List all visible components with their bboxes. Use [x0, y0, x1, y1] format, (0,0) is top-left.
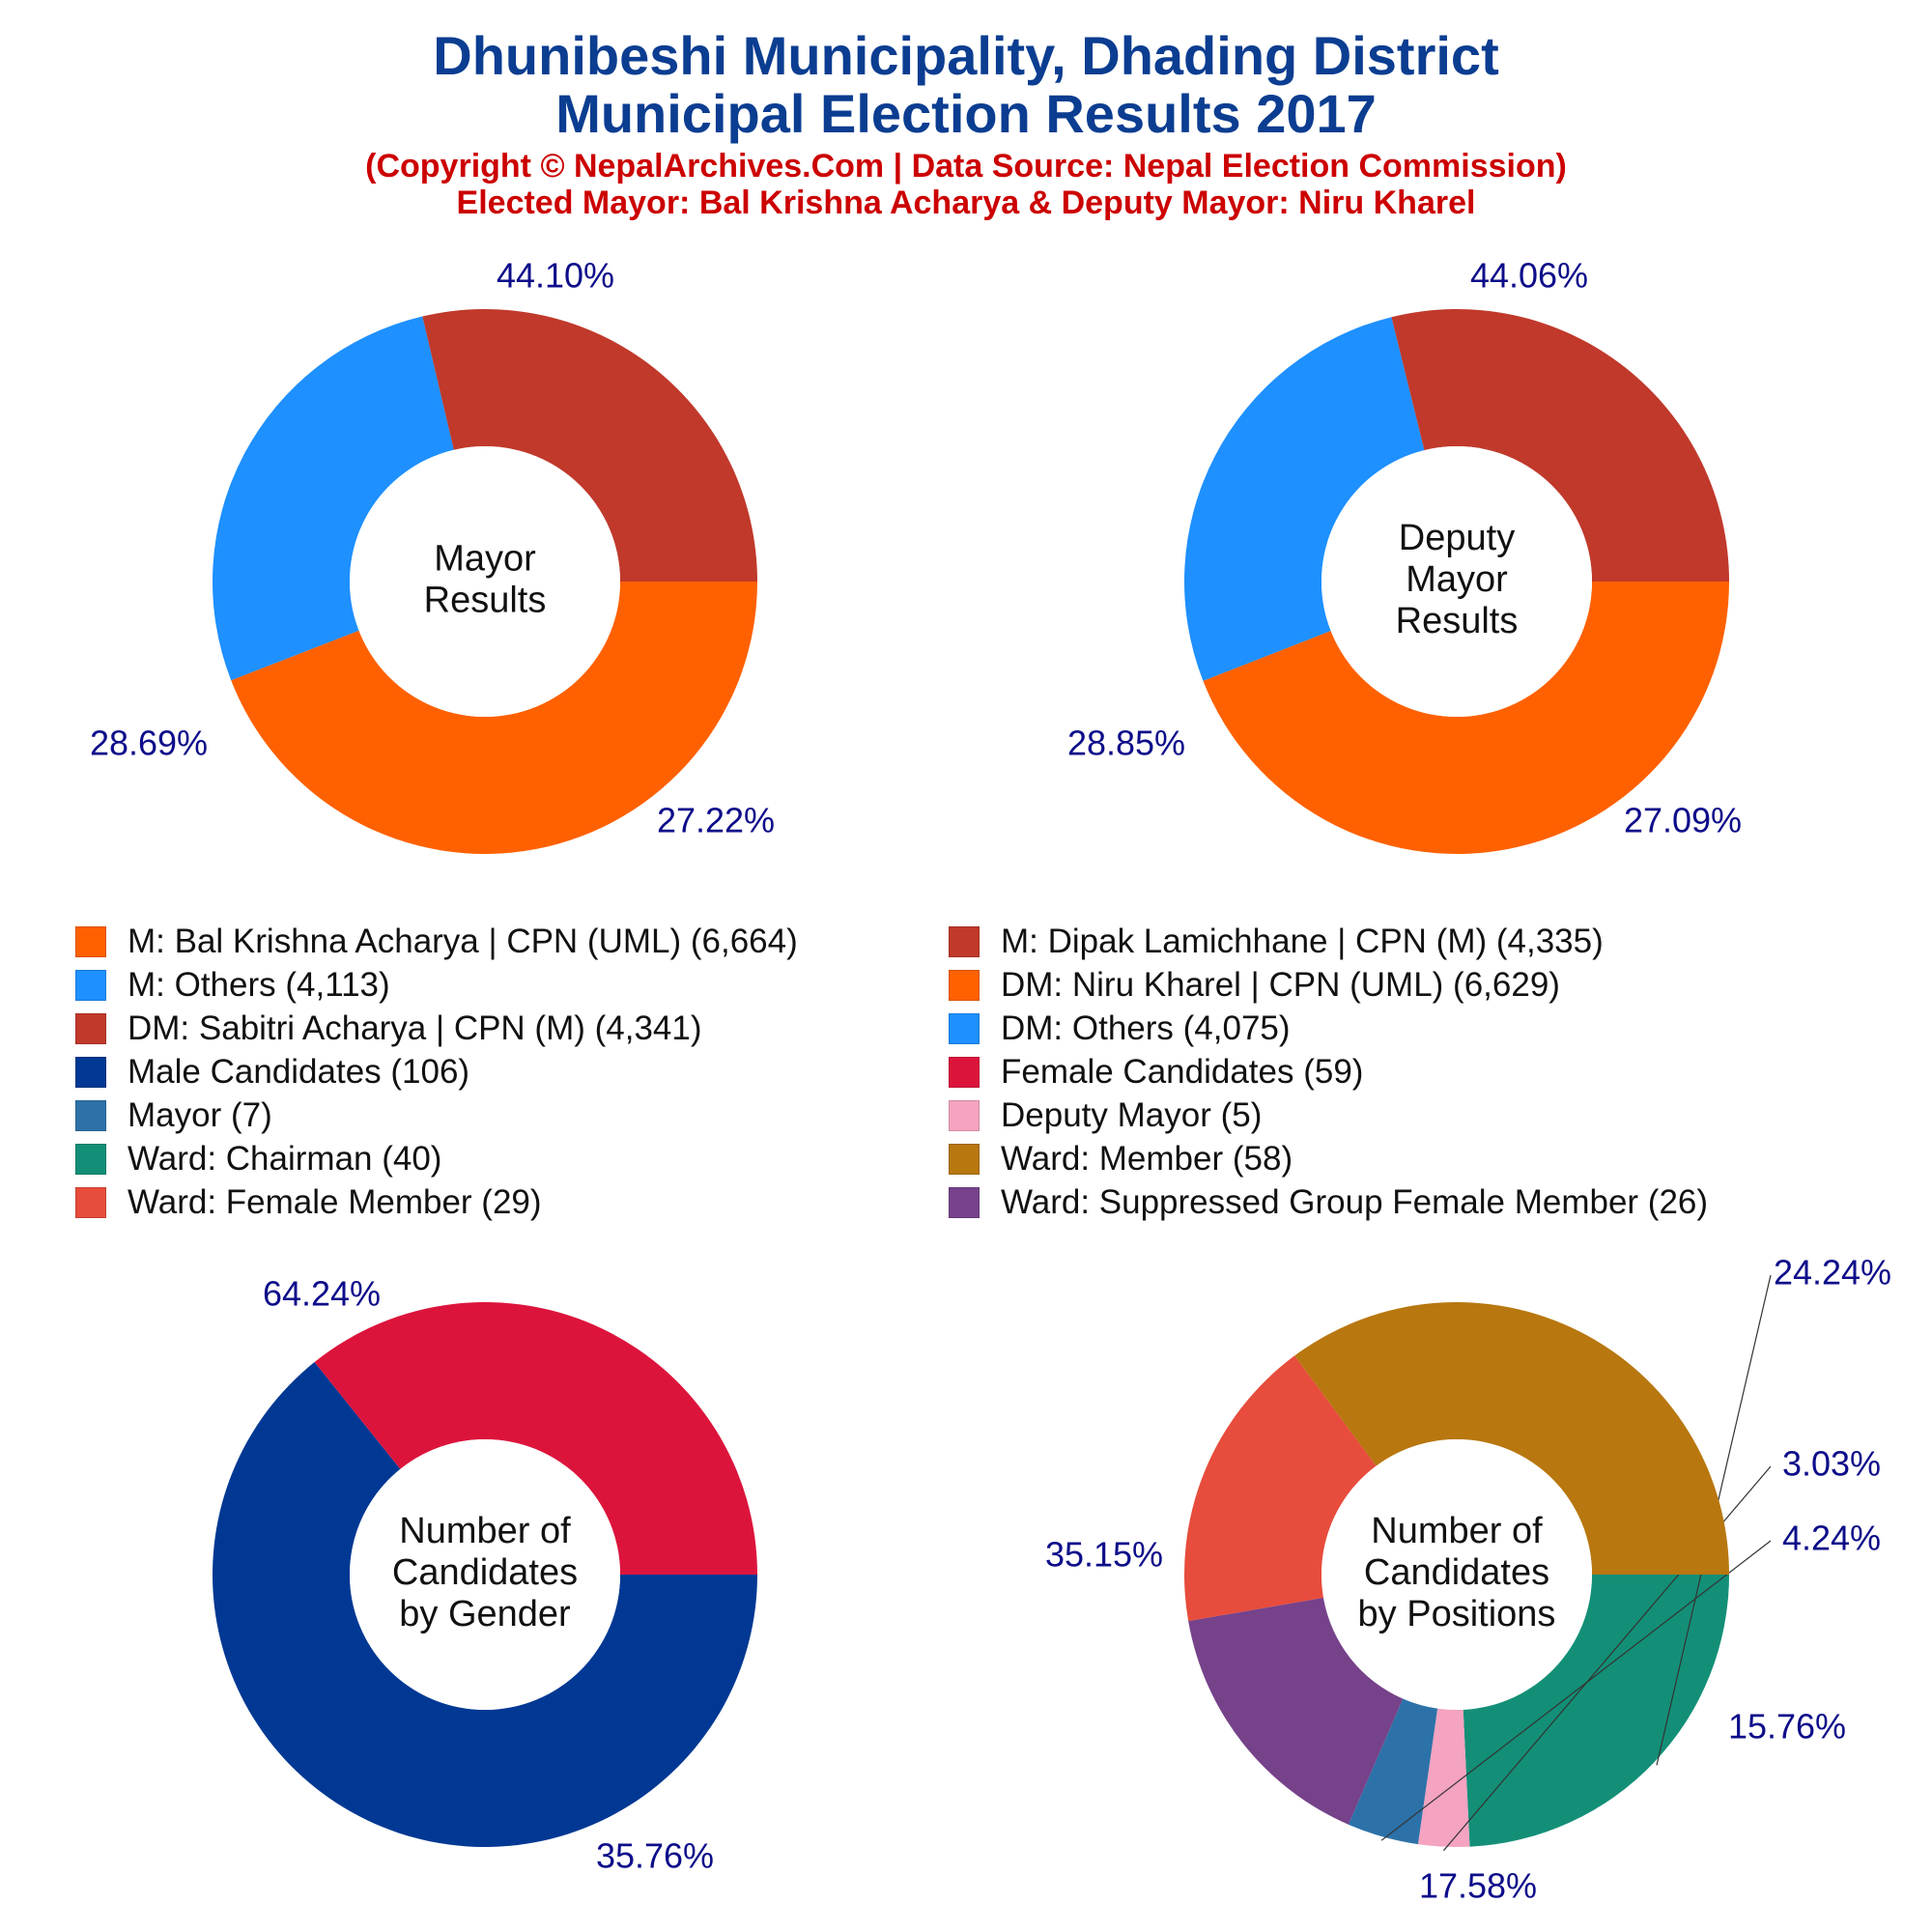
slice-percent-label: 28.69%	[90, 724, 208, 763]
label-leader-line	[1380, 1540, 1772, 1841]
slice-percent-label: 24.24%	[1774, 1253, 1891, 1293]
donut-center-label: Results	[424, 581, 547, 621]
slice-percent-label: 35.76%	[596, 1836, 714, 1876]
slice-percent-label: 44.06%	[1470, 256, 1588, 296]
donut-slice	[1463, 1575, 1729, 1847]
slice-percent-label: 15.76%	[1728, 1707, 1846, 1747]
slice-percent-label: 27.09%	[1624, 801, 1742, 840]
slice-percent-label: 44.10%	[497, 256, 614, 296]
donut-slice	[212, 316, 454, 681]
slice-percent-label: 17.58%	[1419, 1866, 1537, 1906]
donut-center-label: Number of	[399, 1511, 571, 1551]
donut-center-label: Mayor	[1406, 559, 1508, 600]
donut-hole	[350, 1439, 620, 1710]
donut-slice	[1348, 1698, 1438, 1845]
slice-percent-label: 28.85%	[1067, 724, 1185, 763]
chart-subtitle-elected: Elected Mayor: Bal Krishna Acharya & Dep…	[456, 185, 1476, 221]
slice-percent-label: 64.24%	[263, 1274, 381, 1314]
donut-center-label: Candidates	[1364, 1552, 1549, 1593]
chart-title-line2: Municipal Election Results 2017	[555, 83, 1377, 144]
slice-percent-label: 3.03%	[1782, 1444, 1881, 1484]
donut-slice	[1391, 309, 1729, 582]
donut-slice	[1294, 1301, 1729, 1575]
donut-slice	[1184, 1355, 1377, 1622]
donut-hole	[350, 446, 620, 717]
donut-center-label: by Positions	[1358, 1594, 1556, 1634]
donut-center-label: Deputy	[1399, 518, 1515, 558]
slice-percent-label: 27.22%	[657, 801, 775, 840]
donut-slice	[1203, 582, 1729, 854]
chart-title-line1: Dhunibeshi Municipality, Dhading Distric…	[433, 25, 1499, 86]
donut-hole	[1321, 446, 1592, 717]
donut-slice	[1188, 1597, 1404, 1825]
donut-center-label: Candidates	[392, 1552, 578, 1593]
donut-center-label: Results	[1396, 601, 1519, 641]
slice-percent-label: 4.24%	[1782, 1519, 1881, 1558]
chart-subtitle-copyright: (Copyright © NepalArchives.Com | Data So…	[365, 148, 1567, 185]
slice-percent-label: 35.15%	[1045, 1535, 1163, 1575]
donut-hole	[1321, 1439, 1592, 1710]
donut-center-label: Mayor	[434, 539, 536, 580]
donut-slice	[1417, 1708, 1470, 1848]
donut-center-label: Number of	[1371, 1511, 1543, 1551]
donut-slice	[314, 1301, 757, 1575]
donut-slice	[231, 582, 757, 855]
donut-slice	[212, 1362, 757, 1847]
donut-slice	[422, 308, 757, 582]
donut-slice	[1184, 317, 1425, 681]
donut-center-label: by Gender	[399, 1594, 571, 1634]
